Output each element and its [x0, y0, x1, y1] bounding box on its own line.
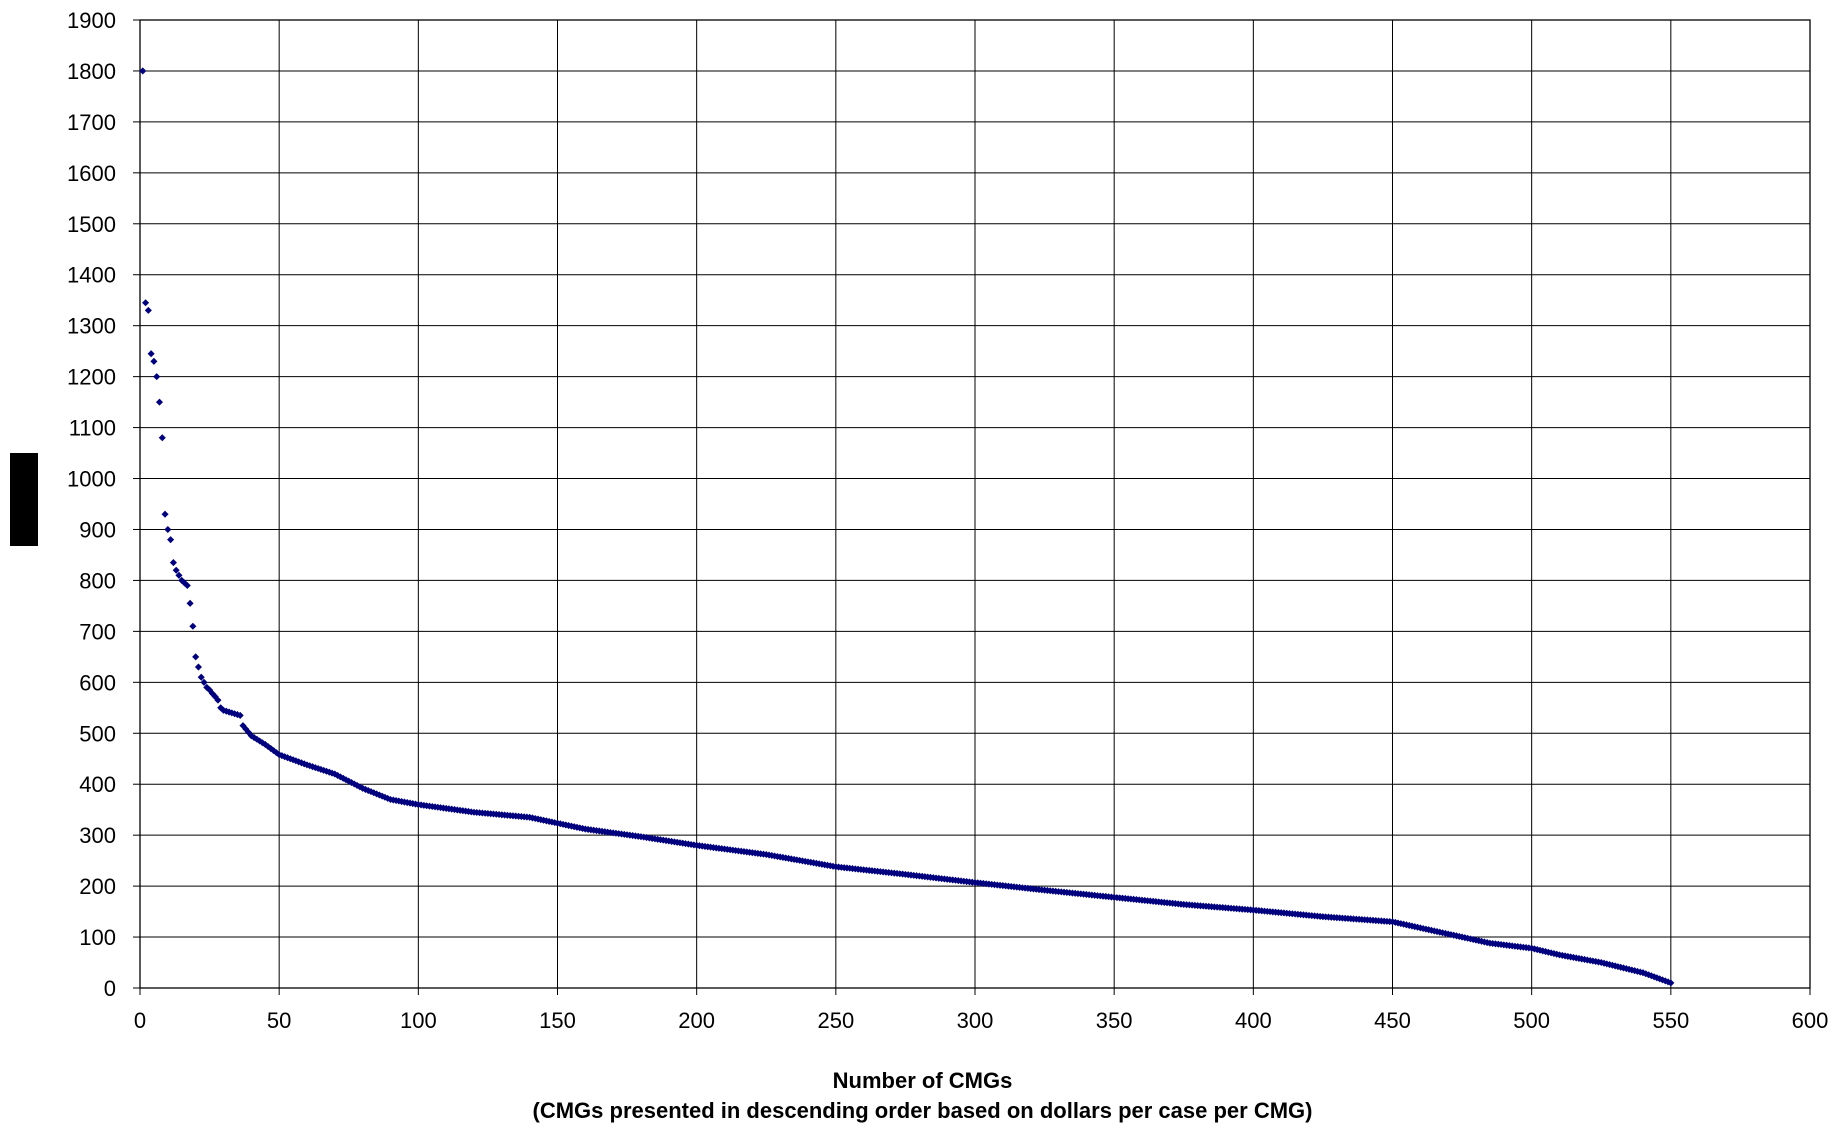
data-point: [192, 653, 200, 661]
data-point: [172, 566, 180, 574]
y-tick-label: 1600: [67, 161, 116, 186]
y-tick-label: 1300: [67, 314, 116, 339]
y-tick-label: 1500: [67, 212, 116, 237]
x-tick-label: 50: [267, 1008, 291, 1033]
data-point: [153, 373, 161, 381]
y-tick-label: 1000: [67, 467, 116, 492]
data-point: [183, 581, 191, 590]
data-point: [175, 571, 183, 579]
x-tick-label: 550: [1652, 1008, 1689, 1033]
x-axis-ticks: 0 50 100 150 200 250 300 350 400 450 500 550 600: [134, 1008, 1828, 1033]
x-tick-label: 400: [1235, 1008, 1272, 1033]
data-point: [214, 696, 222, 704]
data-point: [236, 711, 244, 719]
x-tick-label: 450: [1374, 1008, 1411, 1033]
data-point: [164, 525, 172, 534]
x-axis-label: Number of CMGs: [832, 1068, 1013, 1093]
x-tick-label: 350: [1096, 1008, 1133, 1033]
x-tick-label: 300: [957, 1008, 994, 1033]
data-point: [189, 622, 197, 630]
y-tick-label: 600: [79, 670, 116, 695]
x-tick-label: 0: [134, 1008, 146, 1033]
data-point: [158, 434, 166, 442]
x-tick-label: 600: [1792, 1008, 1829, 1033]
y-tick-label: 500: [79, 721, 116, 746]
y-tick-label: 1200: [67, 365, 116, 390]
data-point: [197, 673, 205, 681]
y-tick-label: 100: [79, 925, 116, 950]
x-tick-label: 200: [678, 1008, 715, 1033]
y-axis-ticks: 0 100 200 300 400 500 600 700 800 900 1000 1100 1200…: [67, 8, 116, 1001]
y-tick-label: 1900: [67, 8, 116, 33]
data-point: [155, 398, 164, 406]
data-point: [186, 599, 194, 607]
data-point: [139, 67, 147, 75]
y-tick-label: 1700: [67, 110, 116, 135]
redacted-block: [10, 453, 38, 546]
x-tick-label: 500: [1513, 1008, 1550, 1033]
y-tick-label: 400: [79, 772, 116, 797]
x-tick-label: 150: [539, 1008, 576, 1033]
x-tick-label: 100: [400, 1008, 437, 1033]
data-points: [139, 67, 1675, 987]
y-tick-label: 200: [79, 874, 116, 899]
y-tick-label: 900: [79, 517, 116, 542]
grid: [133, 19, 1811, 995]
y-tick-label: 300: [79, 823, 116, 848]
y-tick-label: 800: [79, 568, 116, 593]
data-point: [150, 357, 158, 365]
data-point: [200, 678, 208, 686]
y-tick-label: 1400: [67, 263, 116, 288]
data-point: [169, 559, 177, 567]
data-point: [194, 663, 202, 671]
x-axis-sublabel: (CMGs presented in descending order base…: [532, 1098, 1313, 1123]
y-tick-label: 1100: [69, 416, 116, 441]
data-point: [147, 350, 155, 358]
data-point: [161, 510, 169, 518]
y-tick-label: 700: [79, 619, 116, 644]
y-tick-label: 1800: [67, 59, 116, 84]
data-point: [144, 306, 152, 314]
y-tick-label: 0: [104, 976, 116, 1001]
data-point: [142, 299, 150, 307]
x-tick-label: 250: [817, 1008, 854, 1033]
data-point: [167, 536, 175, 544]
